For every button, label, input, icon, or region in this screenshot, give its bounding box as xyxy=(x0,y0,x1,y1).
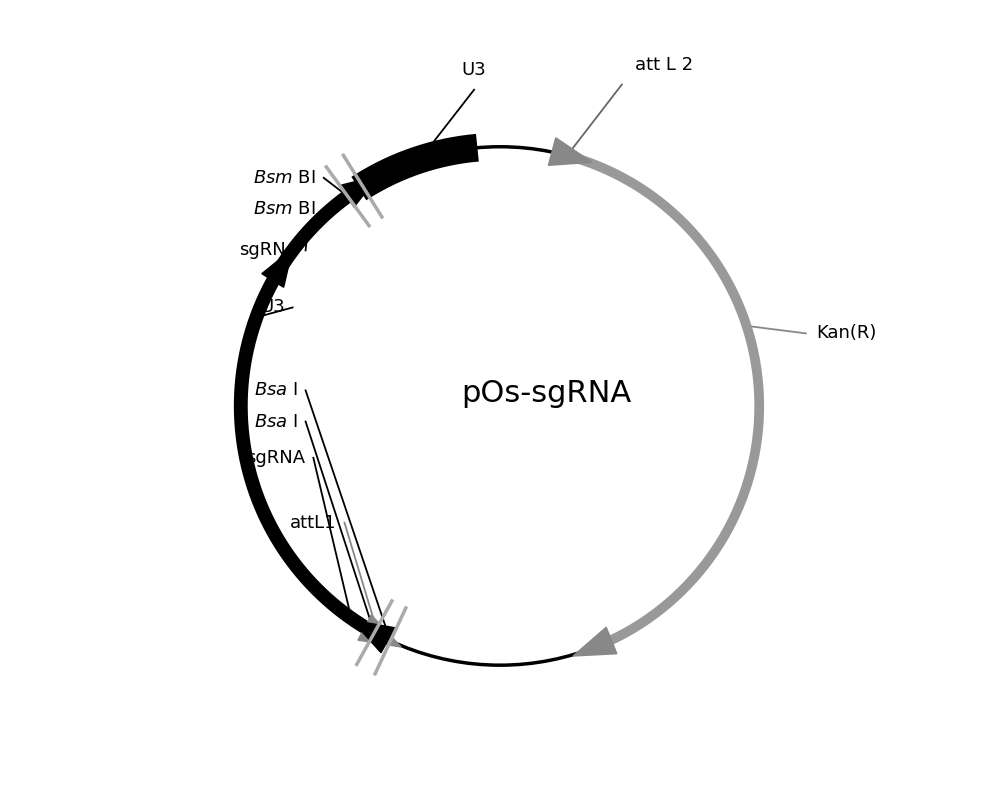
Text: $\mathit{Bsm}$ BI: $\mathit{Bsm}$ BI xyxy=(253,169,316,187)
Polygon shape xyxy=(352,620,395,652)
Text: U3: U3 xyxy=(260,299,285,317)
Text: attL1: attL1 xyxy=(290,513,337,531)
Polygon shape xyxy=(358,615,401,647)
Text: U3: U3 xyxy=(462,61,486,79)
Text: $\mathit{Bsm}$ BI: $\mathit{Bsm}$ BI xyxy=(253,200,316,218)
Polygon shape xyxy=(573,627,617,656)
Text: sgRNA: sgRNA xyxy=(246,449,306,467)
Text: att L 2: att L 2 xyxy=(635,56,693,74)
Polygon shape xyxy=(262,249,293,287)
Text: $\mathit{Bsa}$ I: $\mathit{Bsa}$ I xyxy=(254,413,298,431)
Text: sgRNA: sgRNA xyxy=(239,241,298,259)
Polygon shape xyxy=(340,176,378,207)
Text: $\mathit{Bsa}$ I: $\mathit{Bsa}$ I xyxy=(254,381,298,399)
Text: Kan(R): Kan(R) xyxy=(816,325,877,343)
Polygon shape xyxy=(548,138,592,165)
Text: pOs-sgRNA: pOs-sgRNA xyxy=(462,379,632,407)
